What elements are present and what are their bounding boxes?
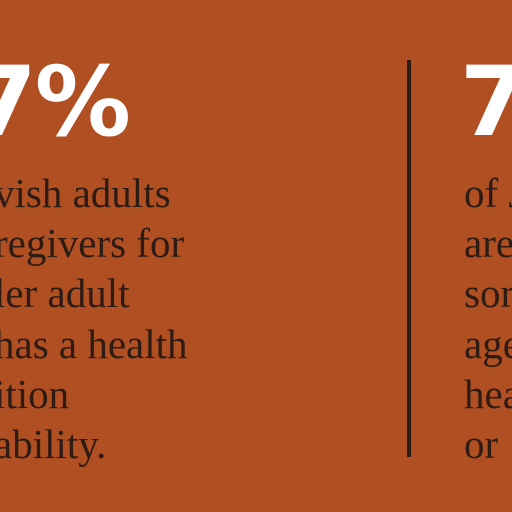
left-stat: 7% xyxy=(0,46,131,158)
text-line: has a health xyxy=(0,320,188,367)
text-line: age xyxy=(464,320,512,367)
text-line: ler adult xyxy=(0,270,130,317)
divider xyxy=(407,60,411,457)
text-line: of J xyxy=(464,170,512,216)
left-text: vish adults regivers for ler adult has a he… xyxy=(0,168,188,469)
text-line: ition xyxy=(0,370,70,417)
text-line: sor xyxy=(464,270,512,317)
text-line: or xyxy=(464,420,499,467)
right-text: of Jaresorageheaor xyxy=(464,168,512,469)
text-line: hea xyxy=(464,370,512,417)
right-stat: 7 xyxy=(460,46,512,158)
text-line: are xyxy=(464,220,512,267)
text-line: regivers for xyxy=(0,220,185,267)
text-line: ability. xyxy=(0,420,107,467)
text-line: vish adults xyxy=(0,170,171,216)
